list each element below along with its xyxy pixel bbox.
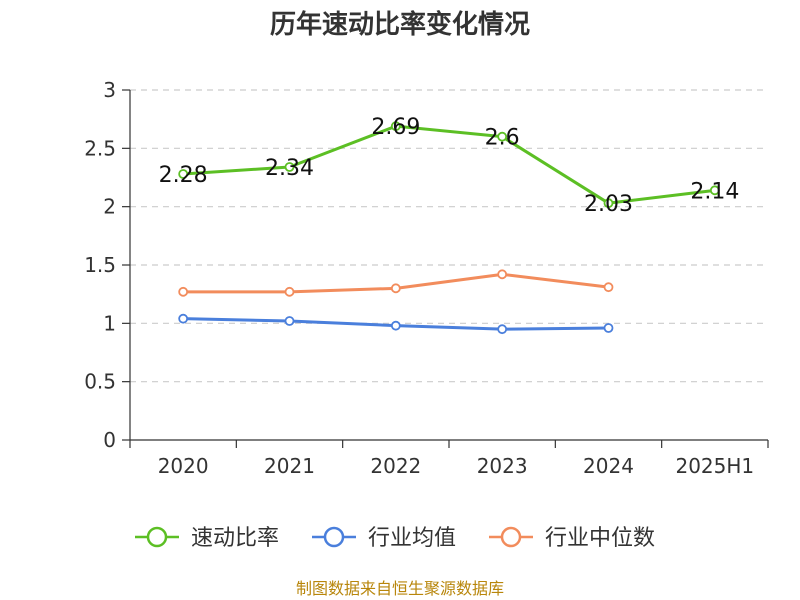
data-label: 2.34: [265, 156, 314, 181]
data-point: [497, 269, 508, 280]
data-label: 2.6: [485, 126, 520, 151]
data-point: [178, 169, 189, 179]
y-tick-label: 0.5: [84, 370, 116, 394]
data-point: [603, 323, 614, 333]
x-tick-label: 2023: [477, 454, 528, 478]
data-point: [284, 316, 295, 326]
data-label: 2.14: [690, 179, 739, 204]
x-tick-label: 2021: [264, 454, 315, 478]
data-point: [178, 313, 189, 324]
data-label: 2.28: [159, 163, 208, 188]
chart-title: 历年速动比率变化情况: [270, 9, 530, 40]
legend-label: 行业均值: [368, 526, 456, 551]
y-tick-label: 1.5: [84, 253, 116, 277]
series-line: [183, 124, 716, 205]
legend-label: 行业中位数: [545, 526, 655, 551]
source-note: 制图数据来自恒生聚源数据库: [296, 579, 504, 598]
x-tick-label: 2020: [158, 454, 209, 478]
data-point: [603, 198, 614, 209]
y-axis-tick-labels: 0 0.5 1 1.5 2 2.5 3: [84, 78, 116, 452]
data-point: [284, 286, 295, 297]
data-point: [603, 282, 614, 293]
series-lines: [178, 121, 720, 335]
data-point: [497, 131, 508, 142]
y-tick-label: 1: [103, 311, 116, 335]
data-point: [284, 162, 295, 172]
data-label: 2.03: [584, 192, 633, 217]
data-point: [390, 320, 401, 331]
data-labels: 2.28 2.34 2.69 2.6 2.03 2.14: [159, 115, 740, 217]
legend-label: 速动比率: [191, 526, 279, 551]
grid-lines: [130, 89, 768, 383]
data-point: [709, 185, 720, 196]
y-tick-label: 3: [103, 78, 116, 102]
data-point: [497, 324, 508, 335]
data-point: [390, 121, 401, 132]
y-tick-label: 2: [103, 195, 116, 219]
x-tick-label: 2022: [370, 454, 421, 478]
data-label: 2.69: [371, 115, 420, 140]
data-point: [390, 283, 401, 294]
data-point: [178, 286, 189, 297]
axes: [122, 89, 769, 448]
x-tick-label: 2025H1: [675, 454, 754, 478]
legend-marker: [500, 526, 522, 548]
y-tick-label: 2.5: [84, 136, 116, 160]
legend: 速动比率 行业均值 行业中位数: [135, 526, 655, 551]
x-tick-label: 2024: [583, 454, 634, 478]
x-axis-tick-labels: 2020 2021 2022 2023 2024 2025H1: [158, 454, 754, 478]
y-tick-label: 0: [103, 428, 116, 452]
legend-marker: [146, 526, 168, 548]
legend-marker: [323, 526, 345, 548]
